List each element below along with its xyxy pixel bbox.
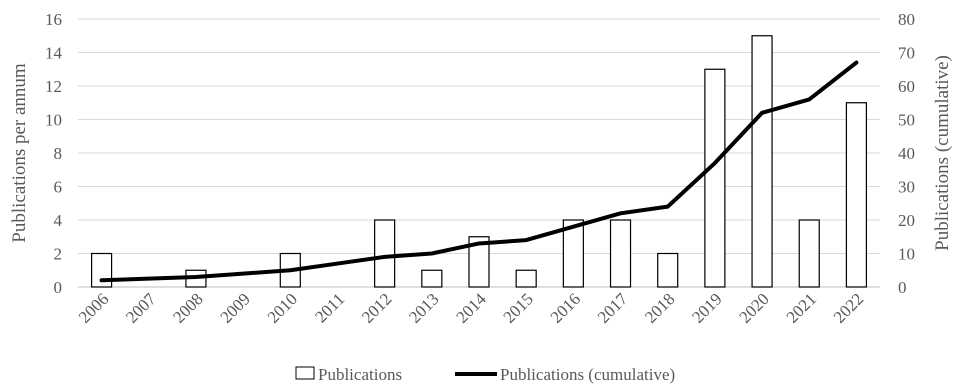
x-tick-label: 2006 bbox=[75, 289, 112, 326]
x-tick-label: 2011 bbox=[311, 289, 348, 326]
x-tick-label: 2008 bbox=[169, 289, 206, 326]
left-axis-ticks: 0 2 4 6 8 10 12 14 16 bbox=[45, 10, 63, 297]
cumulative-line bbox=[99, 60, 859, 283]
bar-2017 bbox=[609, 219, 632, 288]
bar-2012 bbox=[374, 219, 396, 288]
x-tick-label: 2020 bbox=[735, 289, 772, 326]
x-tick-label: 2021 bbox=[783, 289, 820, 326]
bar-2013 bbox=[421, 269, 443, 288]
right-axis-title: Publications (cumulative) bbox=[932, 55, 953, 251]
bar-2021 bbox=[798, 219, 820, 288]
y2-tick-label: 10 bbox=[898, 245, 915, 264]
grid-lines bbox=[78, 18, 880, 288]
bar-2020 bbox=[751, 35, 773, 288]
x-tick-label: 2016 bbox=[547, 289, 584, 326]
y-tick-label: 10 bbox=[45, 111, 62, 130]
x-tick-label: 2014 bbox=[452, 289, 490, 327]
legend-bar-swatch bbox=[295, 366, 315, 380]
x-tick-label: 2018 bbox=[641, 289, 678, 326]
y-tick-label: 8 bbox=[54, 144, 63, 163]
y-tick-label: 16 bbox=[45, 10, 62, 29]
x-tick-label: 2015 bbox=[500, 289, 537, 326]
legend-bar-label: Publications bbox=[318, 365, 402, 384]
x-tick-label: 2017 bbox=[594, 289, 632, 327]
legend: Publications Publications (cumulative) bbox=[295, 365, 675, 384]
bar-2015 bbox=[515, 269, 537, 288]
legend-line-label: Publications (cumulative) bbox=[500, 365, 675, 384]
left-axis-title: Publications per annum bbox=[9, 63, 30, 243]
y2-tick-label: 20 bbox=[898, 211, 915, 230]
right-axis-ticks: 0 10 20 30 40 50 60 70 80 bbox=[898, 10, 915, 297]
x-tick-label: 2019 bbox=[688, 289, 725, 326]
x-tick-label: 2013 bbox=[405, 289, 442, 326]
x-tick-label: 2012 bbox=[358, 289, 395, 326]
bar-2022 bbox=[845, 102, 868, 288]
y2-tick-label: 70 bbox=[898, 44, 915, 63]
y-tick-label: 0 bbox=[54, 278, 63, 297]
y2-tick-label: 50 bbox=[898, 111, 915, 130]
y-tick-label: 12 bbox=[45, 77, 62, 96]
x-axis-ticks: 2006 2007 2008 2009 2010 2011 2012 2013 2014 2015… bbox=[75, 289, 867, 327]
y2-tick-label: 30 bbox=[898, 178, 915, 197]
bar-series bbox=[90, 35, 868, 288]
y2-tick-label: 60 bbox=[898, 77, 915, 96]
line-series bbox=[99, 60, 859, 283]
y-tick-label: 2 bbox=[54, 245, 63, 264]
x-tick-label: 2009 bbox=[216, 289, 253, 326]
x-tick-label: 2022 bbox=[830, 289, 867, 326]
y-tick-label: 14 bbox=[45, 44, 63, 63]
bar-2019 bbox=[704, 68, 726, 288]
x-tick-label: 2010 bbox=[264, 289, 301, 326]
bar-2014 bbox=[468, 236, 490, 288]
y2-tick-label: 0 bbox=[898, 278, 907, 297]
y-tick-label: 4 bbox=[54, 211, 63, 230]
x-tick-label: 2007 bbox=[122, 289, 160, 327]
y2-tick-label: 80 bbox=[898, 10, 915, 29]
y2-tick-label: 40 bbox=[898, 144, 915, 163]
y-tick-label: 6 bbox=[54, 178, 63, 197]
bar-2016 bbox=[562, 219, 584, 288]
bar-2018 bbox=[657, 252, 679, 288]
